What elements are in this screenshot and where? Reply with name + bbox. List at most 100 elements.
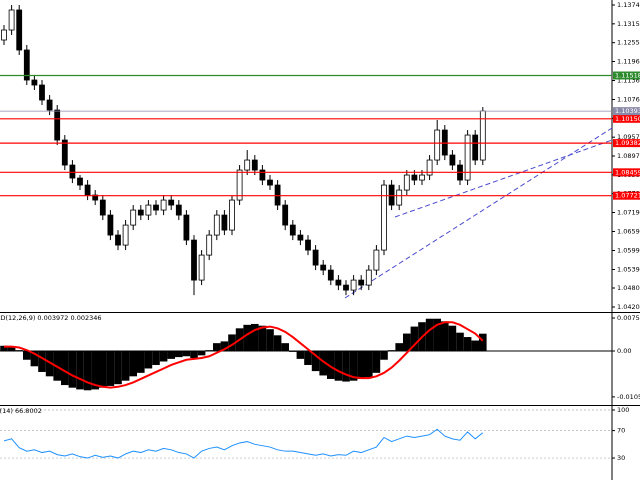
- candle-body: [39, 84, 45, 101]
- macd-bar: [448, 325, 457, 352]
- macd-bar: [441, 321, 449, 352]
- indicator-title: MACD(12,26,9) 0.003972 0.002346: [0, 314, 102, 322]
- level-label-box: [613, 191, 640, 200]
- macd-bar: [197, 351, 206, 356]
- y-tick-label: 1.05390: [617, 265, 640, 273]
- indicator-title: RSI(14) 66.8002: [0, 407, 42, 415]
- candle-body: [175, 204, 182, 216]
- candle-body: [137, 209, 144, 216]
- candle-body: [107, 214, 114, 236]
- y-tick-label: 1.11960: [617, 58, 640, 66]
- candle-body: [54, 109, 61, 141]
- macd-bar: [137, 351, 145, 373]
- candle-body: [92, 194, 99, 201]
- candle-body: [350, 279, 357, 291]
- macd-bar: [152, 351, 160, 365]
- macd-bar: [349, 351, 358, 381]
- macd-bar: [213, 343, 221, 352]
- y-tick-label: 1.04205: [617, 303, 640, 311]
- candle-body: [381, 184, 387, 251]
- macd-bar: [99, 351, 107, 388]
- macd-bar: [220, 341, 229, 352]
- candle-body: [23, 49, 30, 81]
- macd-bar: [342, 351, 350, 382]
- y-tick-label: 0.00: [617, 347, 631, 355]
- candle-body: [305, 239, 311, 251]
- macd-bar: [319, 351, 327, 376]
- macd-bar: [258, 325, 267, 352]
- level-label: 1.09382: [615, 139, 640, 147]
- candle-body: [115, 234, 121, 246]
- macd-bar: [30, 351, 39, 367]
- macd-bar: [311, 351, 320, 372]
- candle-body: [236, 169, 243, 201]
- candle-body: [320, 264, 327, 271]
- level-label-box: [613, 168, 640, 177]
- y-tick-label: 1.10760: [617, 95, 640, 103]
- candle-body: [8, 9, 15, 31]
- y-tick-label: 1.11360: [617, 77, 640, 85]
- macd-bar: [0, 345, 8, 352]
- macd-bar: [380, 351, 388, 360]
- level-label: 1.10150: [615, 115, 640, 123]
- candle-body: [464, 134, 471, 181]
- y-tick-label: -0.01051: [617, 393, 640, 401]
- macd-bar: [281, 343, 289, 352]
- macd-bar: [372, 351, 381, 373]
- candle-body: [206, 234, 213, 256]
- candle-body: [335, 279, 342, 286]
- y-tick-label: 1.12555: [617, 39, 640, 47]
- candle-body: [16, 9, 23, 51]
- level-label: 1.07721: [615, 192, 640, 200]
- candle-body: [289, 224, 296, 236]
- macd-bar: [433, 318, 441, 352]
- macd-bar: [479, 333, 487, 352]
- y-tick-label: 1.09570: [617, 133, 640, 141]
- macd-bar: [273, 335, 282, 352]
- candle-body: [221, 214, 228, 231]
- macd-bar: [38, 351, 46, 372]
- candle-body: [388, 184, 395, 206]
- candle-body: [229, 199, 235, 231]
- candle-body: [426, 159, 433, 176]
- candle-body: [84, 184, 91, 196]
- candle-body: [46, 99, 53, 111]
- candle-body: [244, 159, 251, 171]
- candle-body: [198, 254, 205, 281]
- macd-bar: [182, 351, 191, 357]
- candle-body: [183, 214, 190, 241]
- current-price-label: 1.10393: [615, 107, 640, 115]
- candle-body: [373, 249, 380, 271]
- candle-body: [449, 154, 456, 166]
- macd-bar: [304, 351, 312, 365]
- candle-body: [403, 174, 410, 191]
- macd-bar: [121, 351, 130, 381]
- macd-bar: [205, 350, 213, 352]
- candle-body: [327, 269, 334, 281]
- candle-body: [358, 279, 365, 286]
- candle-body: [312, 249, 319, 266]
- macd-bar: [266, 329, 274, 352]
- candle-body: [130, 209, 137, 226]
- candle-body: [396, 189, 403, 206]
- y-tick-label: 1.08975: [617, 152, 640, 160]
- macd-bar: [463, 337, 472, 352]
- macd-bar: [45, 351, 54, 377]
- macd-bar: [327, 351, 335, 379]
- y-tick-label: 1.13745: [617, 1, 640, 9]
- candle-body: [297, 234, 304, 241]
- candle-body: [191, 239, 197, 281]
- macd-bar: [365, 351, 373, 378]
- level-label: 1.11518: [615, 71, 640, 79]
- candle-body: [251, 159, 258, 171]
- candle-body: [122, 224, 129, 246]
- level-label-box: [613, 139, 640, 148]
- current-price-box: [613, 107, 640, 116]
- macd-bar: [15, 350, 23, 352]
- macd-bar: [251, 323, 259, 352]
- level-label: 1.08459: [615, 168, 640, 176]
- candle-body: [274, 184, 281, 206]
- macd-bar: [23, 351, 31, 360]
